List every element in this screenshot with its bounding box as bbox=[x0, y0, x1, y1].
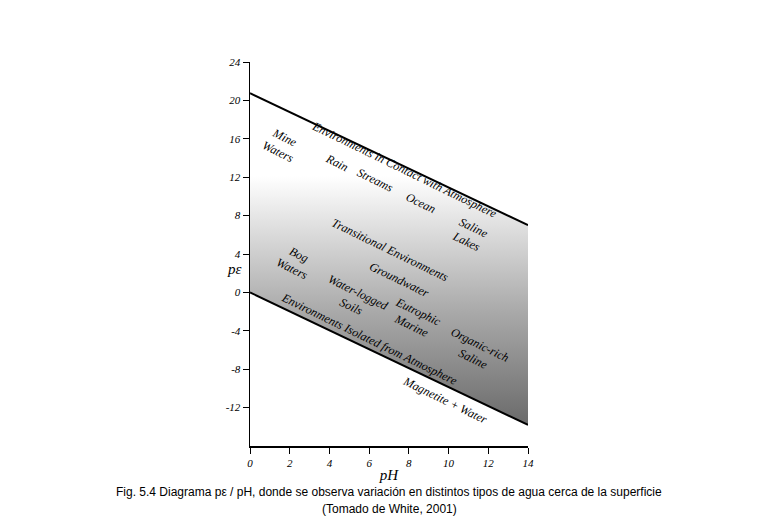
svg-text:pε: pε bbox=[227, 261, 242, 277]
svg-text:16: 16 bbox=[229, 133, 241, 145]
svg-text:MineWaters: MineWaters bbox=[260, 124, 303, 165]
svg-text:SalineLakes: SalineLakes bbox=[450, 215, 491, 255]
svg-text:4: 4 bbox=[235, 248, 241, 260]
svg-text:EutrophicMarine: EutrophicMarine bbox=[386, 295, 443, 343]
svg-text:Environments Isolated from Atm: Environments Isolated from Atmosphere bbox=[279, 290, 460, 388]
svg-text:0: 0 bbox=[247, 457, 253, 469]
svg-text:6: 6 bbox=[366, 457, 372, 469]
svg-text:Streams: Streams bbox=[355, 165, 396, 194]
svg-text:12: 12 bbox=[483, 457, 495, 469]
svg-text:8: 8 bbox=[406, 457, 412, 469]
svg-text:Groundwater: Groundwater bbox=[367, 259, 431, 300]
svg-text:4: 4 bbox=[327, 457, 333, 469]
svg-text:-12: -12 bbox=[226, 401, 241, 413]
svg-text:12: 12 bbox=[229, 171, 241, 183]
svg-text:2: 2 bbox=[287, 457, 293, 469]
svg-text:Environments in Contact with A: Environments in Contact with Atmosphere bbox=[310, 119, 500, 221]
svg-text:0: 0 bbox=[235, 286, 241, 298]
svg-text:Magnetite + Water: Magnetite + Water bbox=[401, 374, 490, 427]
svg-text:-8: -8 bbox=[231, 363, 241, 375]
svg-text:Organic-richSaline: Organic-richSaline bbox=[442, 325, 512, 379]
svg-text:14: 14 bbox=[523, 457, 535, 469]
svg-text:-4: -4 bbox=[231, 325, 241, 337]
svg-text:Transitional Environments: Transitional Environments bbox=[329, 216, 450, 285]
svg-text:24: 24 bbox=[229, 56, 241, 68]
svg-text:Water-loggedSoils: Water-loggedSoils bbox=[319, 272, 391, 327]
svg-text:20: 20 bbox=[229, 94, 241, 106]
svg-text:Ocean: Ocean bbox=[404, 190, 438, 216]
svg-text:Rain: Rain bbox=[323, 151, 350, 174]
svg-text:(Tomado de White, 2001): (Tomado de White, 2001) bbox=[322, 502, 457, 516]
svg-text:8: 8 bbox=[235, 209, 241, 221]
svg-text:10: 10 bbox=[443, 457, 455, 469]
svg-text:BogWaters: BogWaters bbox=[274, 241, 317, 282]
svg-text:pH: pH bbox=[379, 467, 400, 483]
svg-text:Fig. 5.4 Diagrama pε / pH, don: Fig. 5.4 Diagrama pε / pH, donde se obse… bbox=[116, 485, 662, 499]
